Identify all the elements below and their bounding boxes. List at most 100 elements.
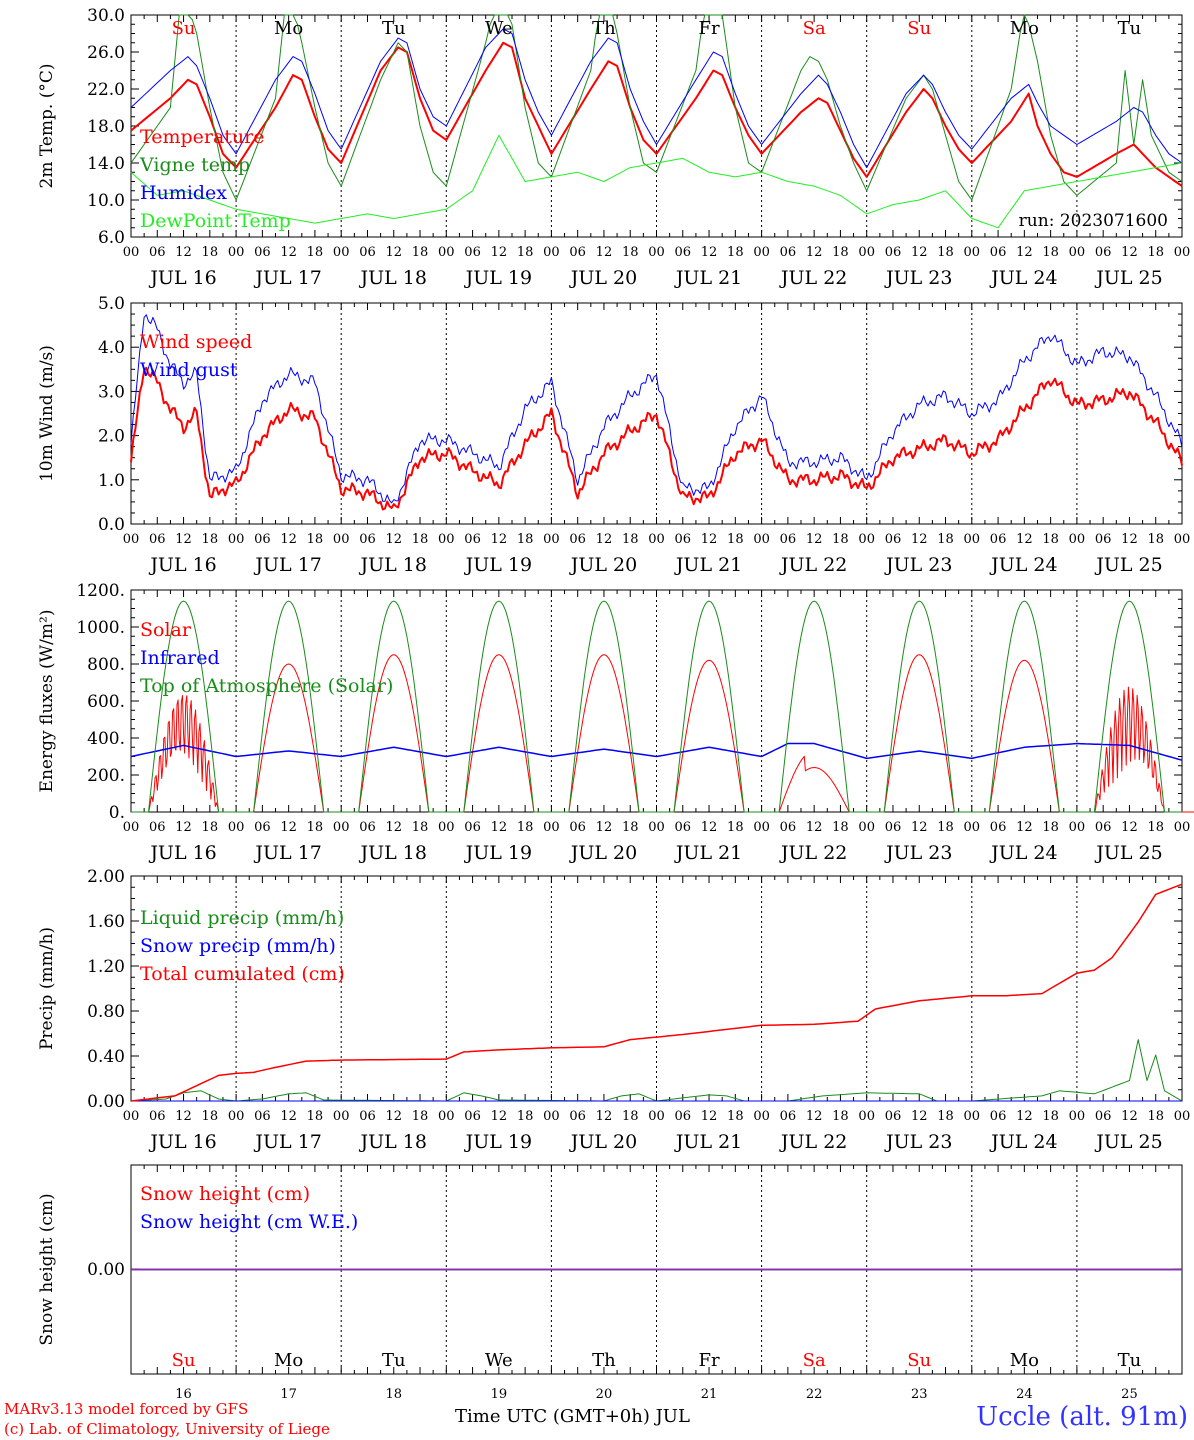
- precip-hour-label: 06: [359, 1109, 376, 1124]
- wind-hour-label: 18: [202, 532, 219, 547]
- wind-hour-label: 12: [175, 532, 192, 547]
- wind-hour-label: 18: [412, 532, 429, 547]
- flux-hour-label: 18: [727, 820, 744, 835]
- temp-day-label: JUL 22: [779, 267, 847, 289]
- wind-hour-label: 00: [753, 532, 770, 547]
- precip-hour-label: 18: [1042, 1109, 1059, 1124]
- precip-hour-label: 18: [937, 1109, 954, 1124]
- flux-y-tick-label: 0.: [109, 803, 125, 823]
- temp-hour-label: 06: [675, 245, 692, 260]
- wind-day-label: JUL 22: [779, 554, 847, 576]
- wind-series-wind-speed: [130, 366, 1183, 511]
- precip-hour-label: 12: [701, 1109, 718, 1124]
- precip-hour-label: 18: [832, 1109, 849, 1124]
- precip-hour-label: 18: [1147, 1109, 1164, 1124]
- precip-hour-label: 00: [1069, 1109, 1086, 1124]
- flux-day-label: JUL 21: [674, 842, 742, 864]
- flux-hour-label: 12: [385, 820, 402, 835]
- precip-hour-label: 06: [149, 1109, 166, 1124]
- flux-hour-label: 18: [202, 820, 219, 835]
- flux-hour-label: 06: [885, 820, 902, 835]
- flux-day-label: JUL 22: [779, 842, 847, 864]
- flux-hour-label: 12: [1121, 820, 1138, 835]
- temp-hour-label: 06: [254, 245, 271, 260]
- temp-hour-label: 00: [333, 245, 350, 260]
- flux-hour-label: 12: [701, 820, 718, 835]
- flux-hour-label: 06: [780, 820, 797, 835]
- wind-hour-label: 18: [1042, 532, 1059, 547]
- wind-hour-label: 18: [307, 532, 324, 547]
- wind-hour-label: 12: [280, 532, 297, 547]
- wind-hour-label: 00: [438, 532, 455, 547]
- temp-hour-label: 12: [175, 245, 192, 260]
- temp-hour-label: 18: [1147, 245, 1164, 260]
- wind-y-axis-label: 10m Wind (m/s): [37, 345, 57, 482]
- day-number-label: 21: [701, 1387, 718, 1402]
- wind-hour-label: 18: [832, 532, 849, 547]
- precip-day-label: JUL 17: [253, 1131, 321, 1153]
- precip-hour-label: 12: [1121, 1109, 1138, 1124]
- temp-hour-label: 12: [806, 245, 823, 260]
- flux-y-tick-label: 600.: [87, 692, 125, 712]
- wind-y-tick-label: 1.0: [98, 471, 125, 491]
- day-of-week-label: Sa: [803, 1350, 826, 1371]
- temp-hour-label: 18: [832, 245, 849, 260]
- flux-y-tick-label: 200.: [87, 766, 125, 786]
- temp-hour-label: 18: [412, 245, 429, 260]
- precip-y-tick-label: 0.80: [87, 1002, 125, 1022]
- precip-hour-label: 06: [464, 1109, 481, 1124]
- temp-series-vigne-temp: [130, 14, 1183, 201]
- flux-day-label: JUL 16: [148, 842, 216, 864]
- wind-hour-label: 00: [543, 532, 560, 547]
- station-label: Uccle (alt. 91m): [976, 1402, 1188, 1432]
- flux-hour-label: 00: [858, 820, 875, 835]
- wind-hour-label: 00: [964, 532, 981, 547]
- wind-hour-label: 12: [491, 532, 508, 547]
- day-number-label: 16: [175, 1387, 192, 1402]
- precip-day-label: JUL 25: [1094, 1131, 1162, 1153]
- day-of-week-label: Fr: [699, 18, 720, 39]
- snow-legend-item: Snow height (cm): [140, 1183, 310, 1205]
- wind-day-label: JUL 20: [569, 554, 637, 576]
- temp-panel: [130, 14, 1183, 238]
- temp-day-label: JUL 16: [148, 267, 216, 289]
- wind-hour-label: 00: [1069, 532, 1086, 547]
- temp-hour-label: 00: [753, 245, 770, 260]
- flux-hour-label: 06: [1095, 820, 1112, 835]
- precip-hour-label: 00: [543, 1109, 560, 1124]
- day-of-week-label: We: [485, 18, 513, 39]
- flux-hour-label: 00: [648, 820, 665, 835]
- temp-hour-label: 18: [1042, 245, 1059, 260]
- temp-hour-label: 00: [964, 245, 981, 260]
- temp-day-label: JUL 21: [674, 267, 742, 289]
- day-of-week-label: Tu: [1118, 18, 1142, 39]
- day-of-week-label: Mo: [274, 18, 303, 39]
- temp-hour-label: 12: [701, 245, 718, 260]
- model-credit: MARv3.13 model forced by GFS: [4, 1400, 249, 1418]
- wind-day-label: JUL 23: [884, 554, 952, 576]
- precip-hour-label: 00: [858, 1109, 875, 1124]
- temp-legend-item: Humidex: [140, 182, 227, 204]
- precip-hour-label: 12: [385, 1109, 402, 1124]
- flux-hour-label: 06: [569, 820, 586, 835]
- precip-hour-label: 12: [491, 1109, 508, 1124]
- wind-y-tick-label: 2.0: [98, 427, 125, 447]
- precip-hour-label: 12: [280, 1109, 297, 1124]
- flux-panel: [130, 589, 1194, 813]
- day-of-week-label: Tu: [382, 1350, 406, 1371]
- flux-hour-label: 06: [675, 820, 692, 835]
- day-of-week-label: Su: [907, 1350, 931, 1371]
- day-of-week-label: We: [485, 1350, 513, 1371]
- flux-y-tick-label: 1200.: [76, 581, 125, 601]
- wind-legend-item: Wind gust: [140, 359, 238, 381]
- temp-hour-label: 12: [596, 245, 613, 260]
- precip-legend-item: Snow precip (mm/h): [140, 935, 336, 957]
- temp-hour-label: 12: [1121, 245, 1138, 260]
- wind-hour-label: 00: [858, 532, 875, 547]
- temp-day-label: JUL 23: [884, 267, 952, 289]
- wind-hour-label: 00: [123, 532, 140, 547]
- temp-hour-label: 18: [727, 245, 744, 260]
- flux-hour-label: 00: [438, 820, 455, 835]
- precip-hour-label: 00: [648, 1109, 665, 1124]
- wind-y-tick-label: 5.0: [98, 294, 125, 314]
